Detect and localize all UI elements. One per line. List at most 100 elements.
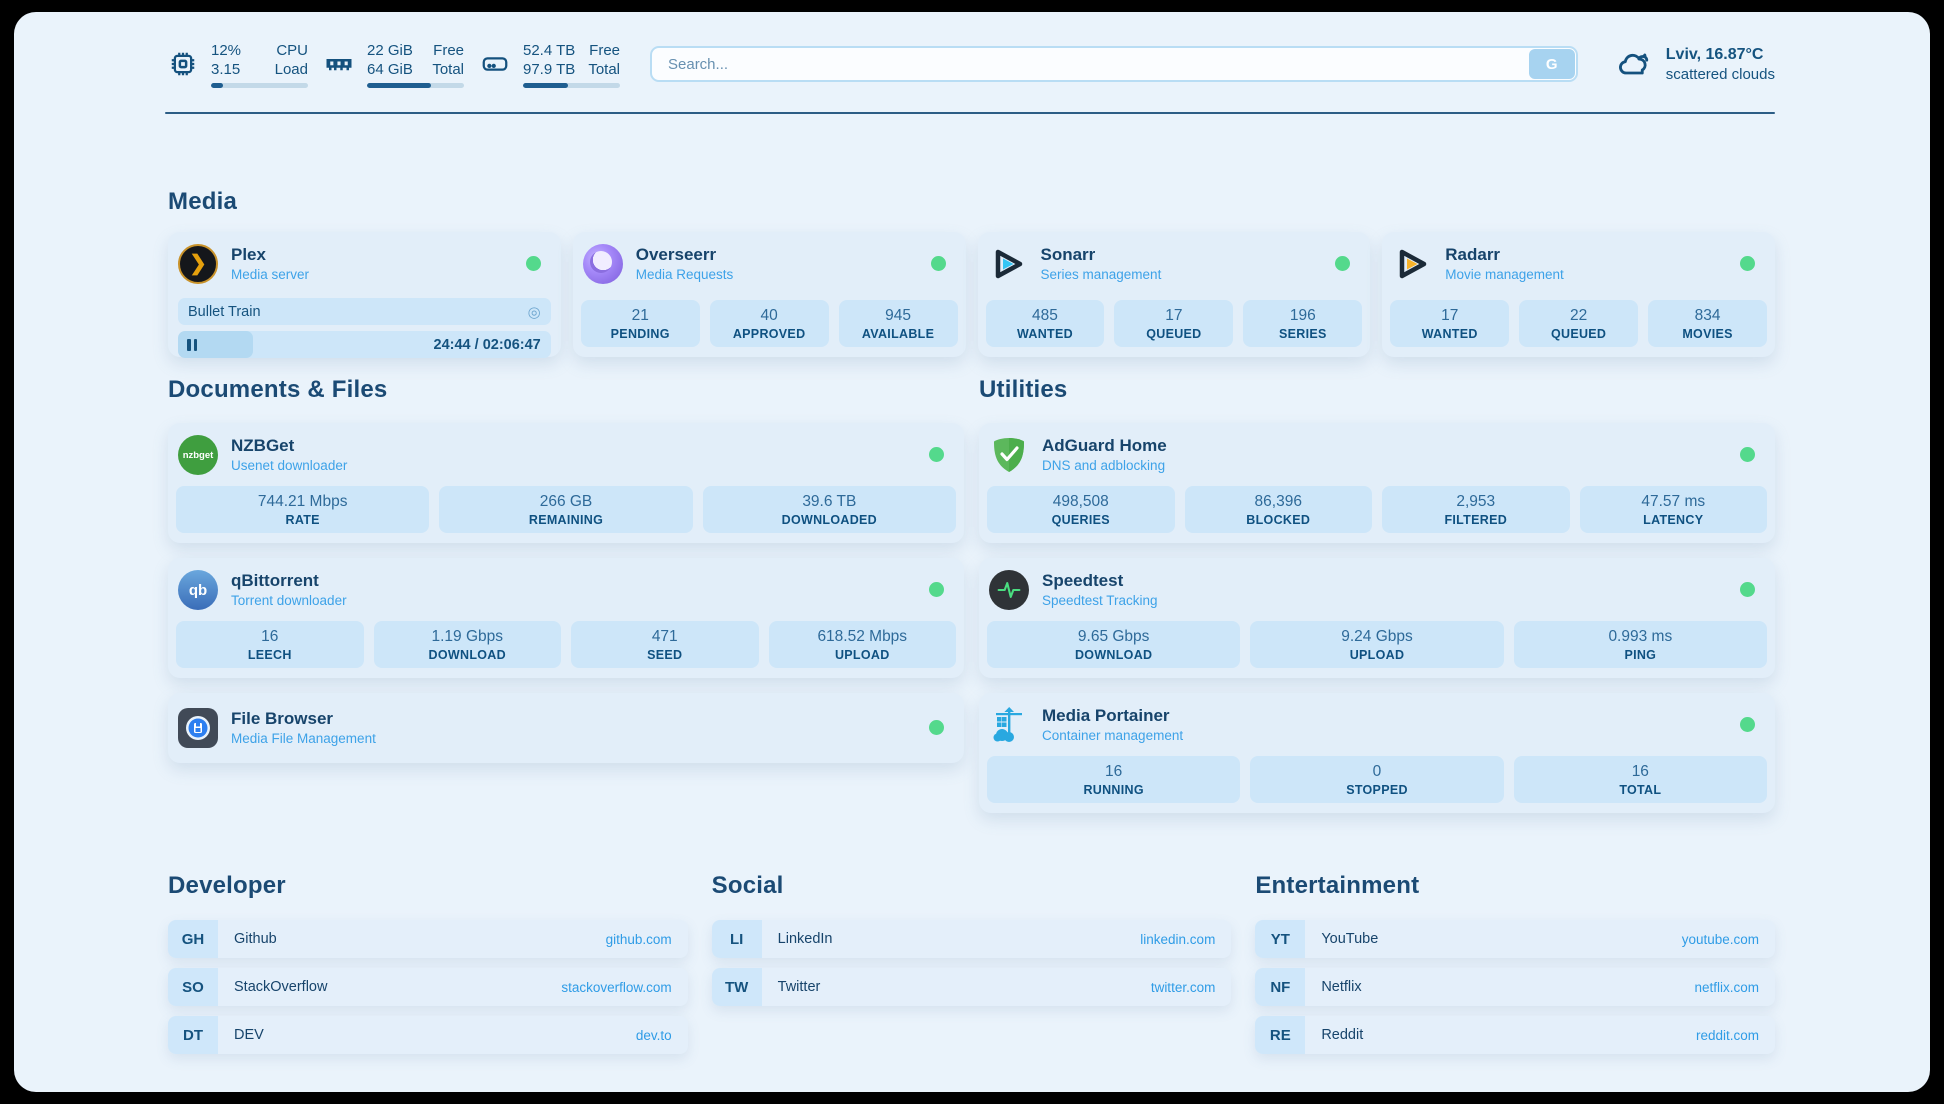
bookmark-url: youtube.com: [1681, 931, 1759, 947]
cpu-load-value: 3.15: [211, 60, 241, 78]
session-icon[interactable]: ◎: [527, 303, 541, 321]
ram-label-1: Free: [433, 41, 464, 59]
stat-series: 196 SERIES: [1243, 300, 1363, 347]
bookmarks: Developer GH Github github.com SO StackO…: [168, 872, 1775, 1054]
search-input[interactable]: [650, 46, 1578, 82]
dev-icon: DT: [168, 1016, 218, 1054]
app-name: Media Portainer: [1042, 706, 1170, 725]
disk-progress-bar: [523, 82, 620, 88]
status-dot: [1740, 582, 1755, 597]
stackoverflow-icon: SO: [168, 968, 218, 1006]
app-subtitle: Media File Management: [231, 731, 376, 746]
ram-free-value: 22 GiB: [367, 41, 413, 59]
pause-icon[interactable]: [187, 338, 197, 351]
stat-wanted: 17 WANTED: [1390, 300, 1510, 347]
stat-ping: 0.993 ms PING: [1513, 621, 1767, 668]
app-subtitle: Usenet downloader: [231, 458, 348, 473]
status-dot: [929, 582, 944, 597]
bookmark-name: LinkedIn: [777, 931, 833, 947]
bookmark-name: StackOverflow: [234, 979, 328, 995]
disk-label-2: Total: [588, 60, 620, 78]
stat-downloaded: 39.6 TB DOWNLOADED: [702, 486, 956, 533]
weather-condition: scattered clouds: [1665, 66, 1775, 83]
bookmark-linkedin[interactable]: LI LinkedIn linkedin.com: [711, 920, 1232, 958]
github-icon: GH: [168, 920, 218, 958]
app-subtitle: Speedtest Tracking: [1042, 593, 1158, 608]
bookmark-dev[interactable]: DT DEV dev.to: [168, 1016, 688, 1054]
section-title-media: Media: [168, 188, 238, 215]
app-subtitle: DNS and adblocking: [1042, 458, 1166, 473]
now-playing-bar: Bullet Train ◎: [178, 298, 551, 325]
header: 12% CPU 3.15 Load 22 GiB Free 64 GiB Total: [168, 36, 1775, 92]
app-card-radarr[interactable]: Radarr Movie management 17 WANTED 22 QUEUE…: [1382, 232, 1775, 357]
app-card-adguard[interactable]: AdGuard Home DNS and adblocking 498,508 Q…: [979, 423, 1775, 543]
ram-label-2: Total: [432, 60, 464, 78]
stat-download: 9.65 Gbps DOWNLOAD: [987, 621, 1241, 668]
app-card-qbittorrent[interactable]: qb qBittorrent Torrent downloader 16 LEEC…: [168, 558, 964, 678]
disk-icon: [480, 49, 510, 79]
sonarr-icon: [988, 244, 1028, 284]
section-title-documents: Documents & Files: [168, 376, 388, 403]
app-card-sonarr[interactable]: Sonarr Series management 485 WANTED 17 QUE…: [977, 232, 1371, 357]
linkedin-icon: LI: [711, 920, 762, 958]
app-card-filebrowser[interactable]: File Browser Media File Management: [168, 693, 964, 763]
app-name: qBittorrent: [231, 571, 319, 590]
section-title-developer: Developer: [168, 872, 286, 899]
bookmark-url: github.com: [605, 931, 672, 947]
twitter-icon: TW: [711, 968, 762, 1006]
bookmark-stackoverflow[interactable]: SO StackOverflow stackoverflow.com: [168, 968, 688, 1006]
app-subtitle: Media Requests: [635, 267, 734, 282]
stat-latency: 47.57 ms LATENCY: [1579, 486, 1767, 533]
bookmark-url: linkedin.com: [1140, 931, 1216, 947]
cpu-progress-bar: [211, 82, 308, 88]
qbittorrent-icon: qb: [178, 570, 218, 610]
status-dot: [1335, 256, 1351, 271]
stat-upload: 618.52 Mbps UPLOAD: [768, 621, 956, 668]
section-title-utilities: Utilities: [979, 376, 1068, 403]
app-subtitle: Container management: [1042, 728, 1184, 743]
ram-progress-bar: [367, 82, 464, 88]
bookmark-name: YouTube: [1321, 931, 1379, 947]
bookmark-netflix[interactable]: NF Netflix netflix.com: [1255, 968, 1775, 1006]
stat-stopped: 0 STOPPED: [1250, 756, 1504, 803]
disk-free-value: 52.4 TB: [523, 41, 576, 59]
media-card-grid: ❯ Plex Media server Bullet Train ◎ 24:44…: [168, 232, 1775, 358]
search-engine-button[interactable]: G: [1528, 49, 1575, 79]
stat-approved: 40 APPROVED: [709, 300, 829, 347]
overseerr-icon: [582, 244, 623, 284]
bookmark-name: Twitter: [777, 979, 821, 995]
stat-upload: 9.24 Gbps UPLOAD: [1250, 621, 1504, 668]
stat-total: 16 TOTAL: [1513, 756, 1767, 803]
bookmark-group-developer: Developer GH Github github.com SO StackO…: [168, 872, 688, 1054]
status-dot: [525, 256, 541, 271]
status-dot: [929, 447, 944, 462]
stat-queries: 498,508 QUERIES: [987, 486, 1175, 533]
app-card-portainer[interactable]: Media Portainer Container management 16 R…: [979, 693, 1775, 813]
portainer-icon: [989, 705, 1029, 745]
documents-column: Documents & Files nzbget NZBGet Usenet d…: [168, 376, 964, 813]
app-card-overseerr[interactable]: Overseerr Media Requests 21 PENDING 40 APP…: [572, 232, 966, 357]
netflix-icon: NF: [1255, 968, 1306, 1006]
bookmark-youtube[interactable]: YT YouTube youtube.com: [1255, 920, 1775, 958]
app-card-speedtest[interactable]: Speedtest Speedtest Tracking 9.65 Gbps DO…: [979, 558, 1775, 678]
bookmark-github[interactable]: GH Github github.com: [168, 920, 688, 958]
system-stats: 12% CPU 3.15 Load 22 GiB Free 64 GiB Total: [168, 41, 620, 88]
disk-stat: 52.4 TB Free 97.9 TB Total: [480, 41, 620, 88]
app-card-nzbget[interactable]: nzbget NZBGet Usenet downloader 744.21 M…: [168, 423, 964, 543]
bookmark-reddit[interactable]: RE Reddit reddit.com: [1255, 1016, 1775, 1054]
app-subtitle: Series management: [1040, 267, 1162, 282]
speedtest-icon: [989, 570, 1029, 610]
bookmark-group-entertainment: Entertainment YT YouTube youtube.com NF …: [1255, 872, 1775, 1054]
cpu-icon: [168, 49, 198, 79]
stat-remaining: 266 GB REMAINING: [439, 486, 693, 533]
stat-queued: 22 QUEUED: [1519, 300, 1639, 347]
playback-time: 24:44 / 02:06:47: [433, 336, 541, 353]
app-card-plex[interactable]: ❯ Plex Media server Bullet Train ◎ 24:44…: [168, 232, 561, 358]
stat-download: 1.19 Gbps DOWNLOAD: [373, 621, 561, 668]
app-subtitle: Torrent downloader: [231, 593, 347, 608]
stat-leech: 16 LEECH: [176, 621, 364, 668]
bookmark-name: Netflix: [1321, 979, 1362, 995]
app-name: AdGuard Home: [1042, 436, 1167, 455]
bookmark-twitter[interactable]: TW Twitter twitter.com: [711, 968, 1232, 1006]
adguard-icon: [989, 435, 1029, 475]
